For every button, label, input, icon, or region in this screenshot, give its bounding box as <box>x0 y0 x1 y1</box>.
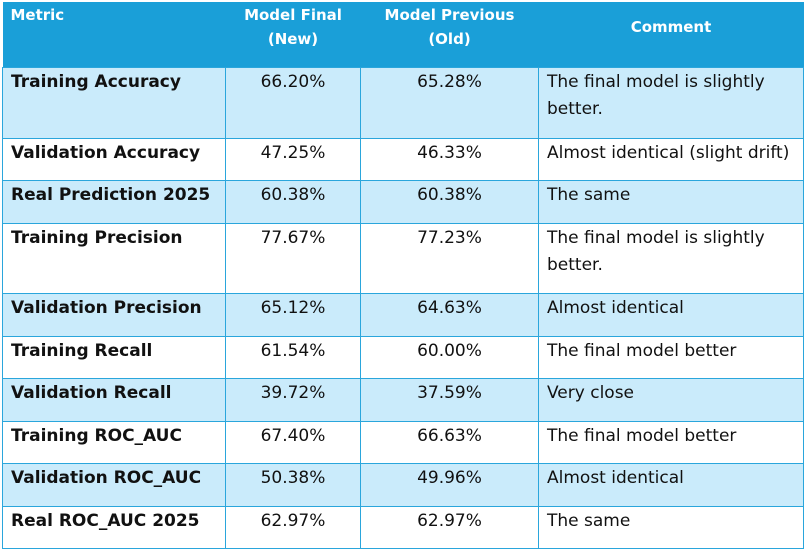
comment-cell: The same <box>538 179 804 224</box>
header-model-previous: Model Previous (Old) <box>360 2 539 67</box>
final-value-cell: 50.38% <box>225 462 361 507</box>
table-row: Training Recall 61.54% 60.00% The final … <box>2 335 804 379</box>
header-comment: Comment <box>538 2 804 67</box>
metric-cell: Validation ROC_AUC <box>2 462 226 507</box>
final-value-cell: 62.97% <box>225 505 361 549</box>
previous-value-cell: 64.63% <box>360 292 539 337</box>
table-row: Training Accuracy 66.20% 65.28% The fina… <box>2 66 804 139</box>
metric-cell: Training Precision <box>2 222 226 294</box>
table-row: Validation Precision 65.12% 64.63% Almos… <box>2 292 804 337</box>
comment-cell: The final model better <box>538 335 804 379</box>
table-row: Training ROC_AUC 67.40% 66.63% The final… <box>2 420 804 464</box>
previous-value-cell: 60.00% <box>360 335 539 379</box>
table-row: Training Precision 77.67% 77.23% The fin… <box>2 222 804 294</box>
final-value-cell: 65.12% <box>225 292 361 337</box>
comment-cell: Very close <box>538 377 804 422</box>
table-row: Real ROC_AUC 2025 62.97% 62.97% The same <box>2 505 804 549</box>
final-value-cell: 67.40% <box>225 420 361 464</box>
metric-cell: Training Accuracy <box>2 66 226 139</box>
metric-cell: Validation Precision <box>2 292 226 337</box>
table-body: Training Accuracy 66.20% 65.28% The fina… <box>2 66 804 549</box>
metric-cell: Training ROC_AUC <box>2 420 226 464</box>
comment-cell: Almost identical (slight drift) <box>538 137 804 181</box>
header-model-final: Model Final (New) <box>225 2 361 67</box>
previous-value-cell: 60.38% <box>360 179 539 224</box>
final-value-cell: 77.67% <box>225 222 361 294</box>
header-row: Metric Model Final (New) Model Previous … <box>2 2 804 67</box>
previous-value-cell: 37.59% <box>360 377 539 422</box>
final-value-cell: 39.72% <box>225 377 361 422</box>
table-header: Metric Model Final (New) Model Previous … <box>2 2 804 67</box>
metric-cell: Real Prediction 2025 <box>2 179 226 224</box>
metric-cell: Real ROC_AUC 2025 <box>2 505 226 549</box>
table-row: Validation ROC_AUC 50.38% 49.96% Almost … <box>2 462 804 507</box>
table-row: Validation Accuracy 47.25% 46.33% Almost… <box>2 137 804 181</box>
comment-cell: The final model is slightly better. <box>538 222 804 294</box>
comment-cell: The same <box>538 505 804 549</box>
previous-value-cell: 49.96% <box>360 462 539 507</box>
previous-value-cell: 66.63% <box>360 420 539 464</box>
final-value-cell: 66.20% <box>225 66 361 139</box>
previous-value-cell: 77.23% <box>360 222 539 294</box>
metric-cell: Validation Recall <box>2 377 226 422</box>
header-metric: Metric <box>2 2 226 67</box>
final-value-cell: 60.38% <box>225 179 361 224</box>
comment-cell: Almost identical <box>538 462 804 507</box>
final-value-cell: 47.25% <box>225 137 361 181</box>
comment-cell: The final model is slightly better. <box>538 66 804 139</box>
table-row: Real Prediction 2025 60.38% 60.38% The s… <box>2 179 804 224</box>
metric-cell: Training Recall <box>2 335 226 379</box>
comment-cell: Almost identical <box>538 292 804 337</box>
metric-cell: Validation Accuracy <box>2 137 226 181</box>
previous-value-cell: 65.28% <box>360 66 539 139</box>
previous-value-cell: 46.33% <box>360 137 539 181</box>
table-row: Validation Recall 39.72% 37.59% Very clo… <box>2 377 804 422</box>
comment-cell: The final model better <box>538 420 804 464</box>
final-value-cell: 61.54% <box>225 335 361 379</box>
previous-value-cell: 62.97% <box>360 505 539 549</box>
